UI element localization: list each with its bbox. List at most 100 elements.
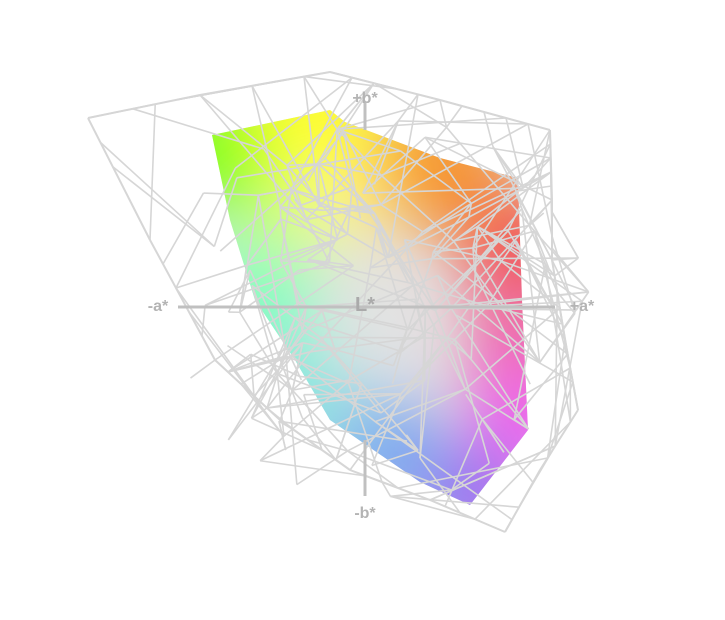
wireframe-edge: [397, 93, 419, 122]
wireframe-edge: [251, 85, 281, 208]
wireframe-edge: [266, 407, 295, 431]
wireframe-edge: [240, 355, 287, 385]
wireframe-edge: [429, 445, 556, 501]
wireframe-edge: [246, 238, 338, 267]
wireframe-edge: [400, 339, 456, 395]
wireframe-edge: [276, 373, 285, 437]
wireframe-edge: [533, 230, 551, 272]
wireframe-edge: [299, 375, 362, 385]
wireframe-edge: [422, 143, 551, 233]
wireframe-edge: [375, 227, 389, 259]
wireframe-edge: [470, 226, 479, 359]
wireframe-edge: [320, 336, 448, 339]
wireframe-edge: [290, 188, 331, 264]
wireframe-edge: [87, 103, 156, 119]
wireframe-edge: [424, 136, 551, 159]
wireframe-edge: [303, 76, 321, 207]
wireframe-edge: [278, 421, 287, 451]
wireframe-edge: [444, 418, 483, 507]
wireframe-edge: [260, 459, 367, 477]
wireframe-edge: [318, 163, 382, 177]
wireframe-edge: [407, 281, 488, 307]
wireframe-edge: [445, 126, 536, 232]
wireframe-edge: [199, 94, 288, 166]
wireframe-edge: [303, 71, 331, 78]
wireframe-edge: [336, 128, 401, 152]
wireframe-edge: [286, 165, 307, 220]
wireframe-edge: [419, 323, 436, 459]
wireframe-edge: [279, 206, 282, 220]
wireframe-edge: [257, 195, 286, 348]
wireframe-edge: [432, 251, 569, 355]
wireframe-edge: [455, 314, 574, 383]
wireframe-edge: [439, 99, 507, 119]
wireframe-edge: [453, 225, 478, 242]
wireframe-edge: [199, 94, 307, 221]
wireframe-edge: [149, 239, 216, 361]
wireframe-edge: [336, 82, 375, 130]
reference-gamut-wireframe: [87, 71, 590, 533]
wireframe-edge: [544, 263, 556, 277]
wireframe-edge: [280, 238, 338, 262]
wireframe-edge: [306, 306, 408, 331]
wireframe-edge: [323, 204, 353, 266]
wireframe-edge: [398, 120, 529, 125]
wireframe-edge: [374, 420, 419, 452]
wireframe-edge: [175, 167, 236, 289]
wireframe-edge: [349, 469, 399, 489]
wireframe-edge: [546, 381, 574, 459]
wireframe-edge: [432, 202, 472, 253]
wireframe-edge: [203, 192, 259, 196]
wireframe-edge: [188, 311, 285, 437]
axes: [178, 102, 555, 496]
wireframe-edge: [450, 462, 490, 491]
wireframe-edge: [464, 307, 561, 390]
wireframe-edge: [279, 206, 339, 241]
wireframe-edge: [433, 307, 452, 325]
wireframe-edge: [296, 450, 349, 486]
wireframe-edge: [396, 307, 427, 355]
wireframe-edge: [451, 307, 577, 311]
wireframe-edge: [329, 71, 397, 90]
wireframe-edge: [431, 257, 579, 260]
wireframe-edge: [280, 219, 304, 332]
wireframe-edge: [227, 346, 286, 441]
wireframe-edge: [390, 489, 452, 498]
wireframe-edge: [214, 359, 268, 409]
wireframe-edge: [214, 265, 354, 361]
wireframe-edge: [285, 330, 304, 357]
wireframe-edge: [310, 336, 424, 353]
wireframe-edge: [238, 195, 260, 313]
wireframe-edge: [177, 75, 305, 101]
wireframe-edge: [566, 353, 571, 369]
wireframe-edge: [347, 267, 372, 384]
wireframe-edge: [454, 339, 530, 430]
wireframe-edge: [87, 117, 151, 241]
wireframe-edge: [551, 235, 576, 314]
wireframe-edge: [417, 93, 441, 101]
wireframe-edge: [336, 129, 354, 188]
wireframe-edge: [515, 185, 552, 193]
wireframe-edge: [253, 342, 304, 397]
wireframe-edge: [419, 308, 427, 459]
wireframe-edge: [251, 417, 323, 451]
wireframe-edge: [436, 275, 452, 309]
wireframe-edge: [342, 130, 362, 219]
wireframe-edge: [328, 129, 338, 263]
wireframe-edge: [472, 247, 541, 363]
wireframe-edge: [301, 306, 308, 332]
wireframe-edge: [250, 353, 300, 378]
wireframe-edge: [213, 177, 238, 247]
wireframe-edge: [361, 383, 419, 451]
wireframe-edge: [291, 342, 304, 391]
wireframe-edge: [299, 264, 354, 271]
wireframe-edge: [263, 148, 292, 190]
wireframe-edge: [347, 450, 399, 489]
wireframe-edge: [431, 188, 521, 260]
wireframe-edge: [227, 344, 293, 391]
plus-b-label: +b*: [352, 90, 378, 107]
wireframe-edge: [293, 198, 301, 207]
wireframe-edge: [162, 192, 205, 265]
wireframe-edge: [403, 239, 437, 311]
